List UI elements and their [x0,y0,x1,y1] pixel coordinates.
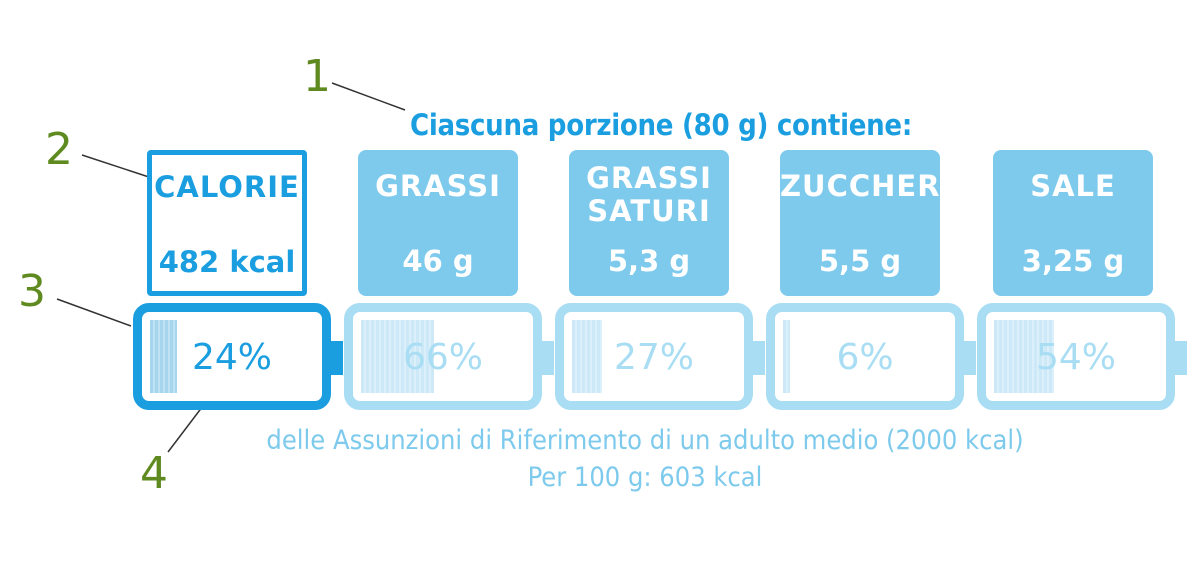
battery-percent-label: 6% [836,337,894,378]
battery-fill [150,320,177,393]
battery-gauge-grassi-saturi: 27% [555,303,753,410]
battery-percent-label: 27% [613,337,694,378]
leader-line-2 [81,154,159,181]
leader-line-3 [56,298,132,327]
battery-gauge-calorie: 24% [133,303,331,410]
nutrient-name: SALE [1030,169,1116,203]
annotation-number-1: 1 [303,51,331,102]
nutrient-card-zuccheri: ZUCCHERI 5,5 g [780,150,953,296]
annotation-number-3: 3 [18,266,46,317]
nutrient-card-sale: SALE 3,25 g [993,150,1153,296]
annotation-number-4: 4 [140,448,168,499]
nutrient-name: CALORIE [154,170,300,204]
battery-fill [994,320,1054,393]
nutrient-card-grassi-saturi: GRASSI SATURI 5,3 g [569,150,729,296]
serving-heading: Ciascuna porzione (80 g) contiene: [410,108,912,142]
battery-fill [361,320,434,393]
nutrient-value: 5,3 g [607,244,691,278]
battery-fill [783,320,790,393]
leader-line-1 [331,82,406,111]
battery-terminal-grassi-saturi [753,341,765,375]
battery-gauge-zuccheri: 6% [766,303,964,410]
nutrient-value: 5,5 g [818,244,902,278]
battery-percent-label: 24% [191,337,272,378]
reference-intake-note: delle Assunzioni di Riferimento di un ad… [266,425,1024,456]
battery-gauge-grassi: 66% [344,303,542,410]
nutrient-name: ZUCCHERI [780,169,953,203]
battery-terminal-zuccheri [964,341,976,375]
nutrient-value: 46 g [402,244,474,278]
nutrient-card-grassi: GRASSI 46 g [358,150,518,296]
battery-percent-label: 54% [1035,337,1116,378]
battery-fill [572,320,602,393]
battery-terminal-calorie [331,341,343,375]
nutrient-name: GRASSI SATURI [586,161,712,228]
battery-percent-label: 66% [402,337,483,378]
nutrient-value: 482 kcal [158,245,296,279]
battery-gauge-sale: 54% [977,303,1175,410]
battery-terminal-grassi [542,341,554,375]
per-100g-note: Per 100 g: 603 kcal [527,462,763,493]
nutrient-card-calorie: CALORIE 482 kcal [147,150,307,296]
battery-terminal-sale [1175,341,1187,375]
nutrient-value: 3,25 g [1021,244,1125,278]
annotation-number-2: 2 [45,124,73,175]
nutrient-name: GRASSI [375,169,501,203]
